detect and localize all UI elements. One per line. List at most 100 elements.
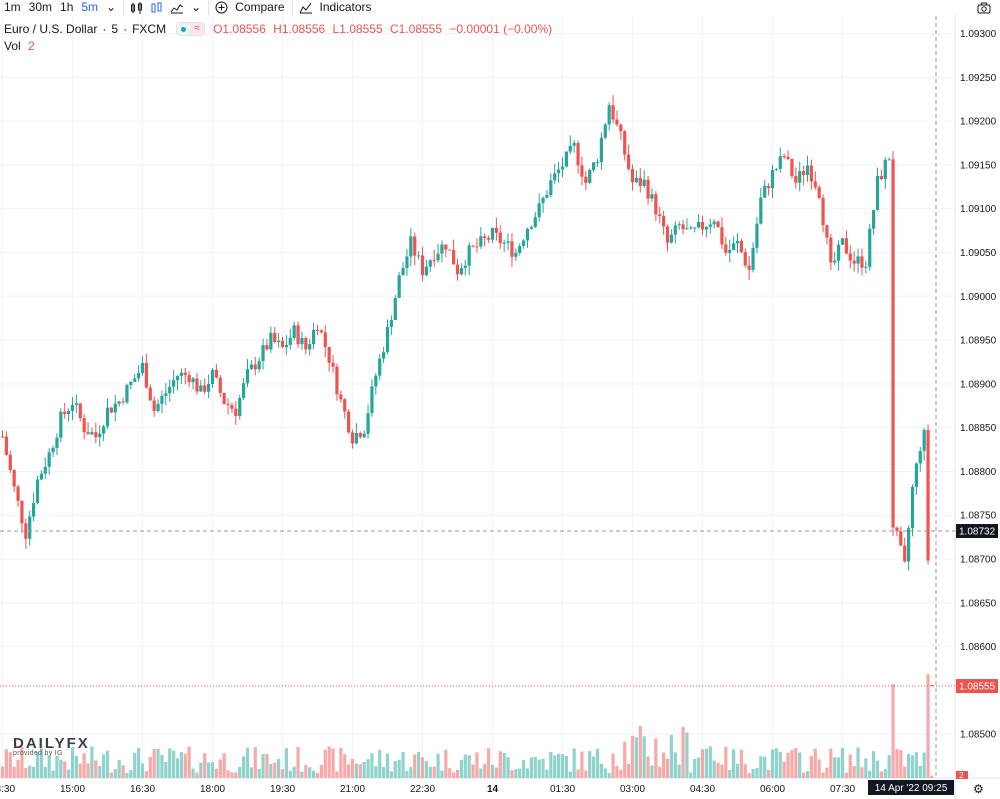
volume-bar: [568, 771, 572, 778]
volume-bar: [735, 763, 740, 778]
volume-bar: [78, 763, 82, 778]
interval-1m[interactable]: 1m: [4, 0, 21, 14]
volume-bar: [498, 751, 502, 778]
volume-label: Vol: [4, 39, 21, 53]
volume-bar: [759, 756, 763, 778]
candle-body: [362, 433, 366, 438]
candle-body: [572, 142, 576, 146]
compare-button[interactable]: Compare: [235, 0, 285, 14]
interval-5m[interactable]: 5m: [81, 0, 99, 14]
candle-body: [833, 260, 837, 263]
settings-gear-icon[interactable]: ⚙: [973, 782, 984, 796]
candle-body: [148, 387, 152, 401]
volume-bar: [805, 771, 810, 778]
candle-body: [78, 403, 82, 419]
indicators-icon[interactable]: [296, 0, 316, 15]
volume-bar: [47, 755, 51, 778]
interval-30m[interactable]: 30m: [28, 0, 53, 14]
candle-body: [304, 338, 308, 350]
symbol-title: Euro / U.S. Dollar: [4, 22, 98, 36]
volume-bar: [90, 746, 94, 778]
market-status-pills[interactable]: ≈: [176, 22, 206, 36]
y-axis-tick-label: 1.09150: [960, 160, 997, 171]
candle-body: [514, 252, 518, 257]
candle-body: [191, 378, 195, 383]
candle-body: [506, 241, 510, 243]
candle-body: [891, 159, 895, 528]
candle-body: [553, 173, 557, 181]
candle-body: [487, 238, 491, 240]
volume-bar: [895, 749, 899, 778]
candle-body: [697, 222, 701, 228]
volume-bar: [428, 766, 432, 778]
interval-1h[interactable]: 1h: [60, 0, 74, 14]
low-value: 1.08555: [339, 22, 383, 36]
candle-body: [638, 177, 642, 186]
candle-body: [284, 344, 288, 348]
candle-body: [724, 244, 728, 253]
candle-body: [541, 197, 545, 204]
x-axis-tick-label: 06:00: [760, 784, 785, 795]
volume-bar: [249, 767, 253, 778]
volume-bar: [833, 757, 837, 778]
volume-bar: [926, 674, 930, 778]
volume-bar: [829, 748, 833, 778]
candle-body: [693, 227, 697, 229]
candle-body: [175, 376, 180, 381]
candle-body: [187, 375, 191, 383]
volume-bar: [195, 772, 199, 778]
volume-bar: [140, 763, 145, 778]
volume-bar: [296, 746, 300, 778]
candle-body: [420, 255, 425, 276]
volume-bar: [129, 770, 133, 778]
candle-body: [409, 236, 413, 257]
y-axis-tick-label: 1.08950: [960, 336, 997, 347]
candle-body: [245, 369, 250, 384]
hollow-candle-style-icon[interactable]: [147, 0, 167, 15]
x-axis-tick-label: 21:00: [340, 784, 365, 795]
volume-bar: [533, 756, 537, 778]
candle-body: [802, 171, 806, 175]
volume-bar: [269, 764, 273, 778]
candle-body: [401, 267, 405, 276]
volume-bar: [358, 764, 362, 778]
volume-bar: [354, 763, 358, 778]
volume-bar: [230, 772, 234, 778]
volume-bar: [580, 751, 584, 778]
candle-body: [922, 429, 926, 451]
candle-body: [385, 326, 390, 353]
candle-body: [607, 105, 611, 125]
volume-bar: [860, 767, 864, 778]
area-style-icon[interactable]: [167, 0, 187, 15]
volume-bar: [654, 738, 658, 778]
candle-body: [35, 479, 40, 503]
candlestick-style-icon[interactable]: [127, 0, 147, 15]
candle-body: [218, 377, 222, 393]
candle-body: [459, 268, 463, 275]
candle-body: [840, 238, 845, 245]
volume-bar: [94, 760, 98, 778]
interval-chevron-down-icon[interactable]: ⌄: [106, 0, 117, 14]
volume-bar: [479, 768, 483, 778]
delayed-data-icon: ≈: [190, 23, 205, 35]
candle-body: [673, 225, 677, 235]
volume-bar: [681, 727, 685, 778]
volume-bar: [12, 766, 16, 778]
volume-bar: [187, 746, 191, 778]
candle-body: [860, 256, 864, 268]
candle-body: [763, 185, 767, 198]
candle-body: [588, 169, 592, 183]
candle-body: [20, 500, 24, 524]
volume-bar: [160, 754, 164, 778]
compare-plus-icon[interactable]: [212, 0, 231, 15]
candle-body: [615, 119, 619, 125]
volume-bar: [409, 766, 413, 778]
x-axis-tick-label: 07:30: [830, 784, 855, 795]
candle-body: [378, 358, 382, 376]
candle-body: [813, 181, 817, 188]
indicators-button[interactable]: Indicators: [319, 0, 372, 14]
volume-bar: [665, 758, 670, 778]
camera-icon[interactable]: [974, 0, 994, 15]
chart-style-chevron-down-icon[interactable]: ⌄: [191, 0, 202, 14]
